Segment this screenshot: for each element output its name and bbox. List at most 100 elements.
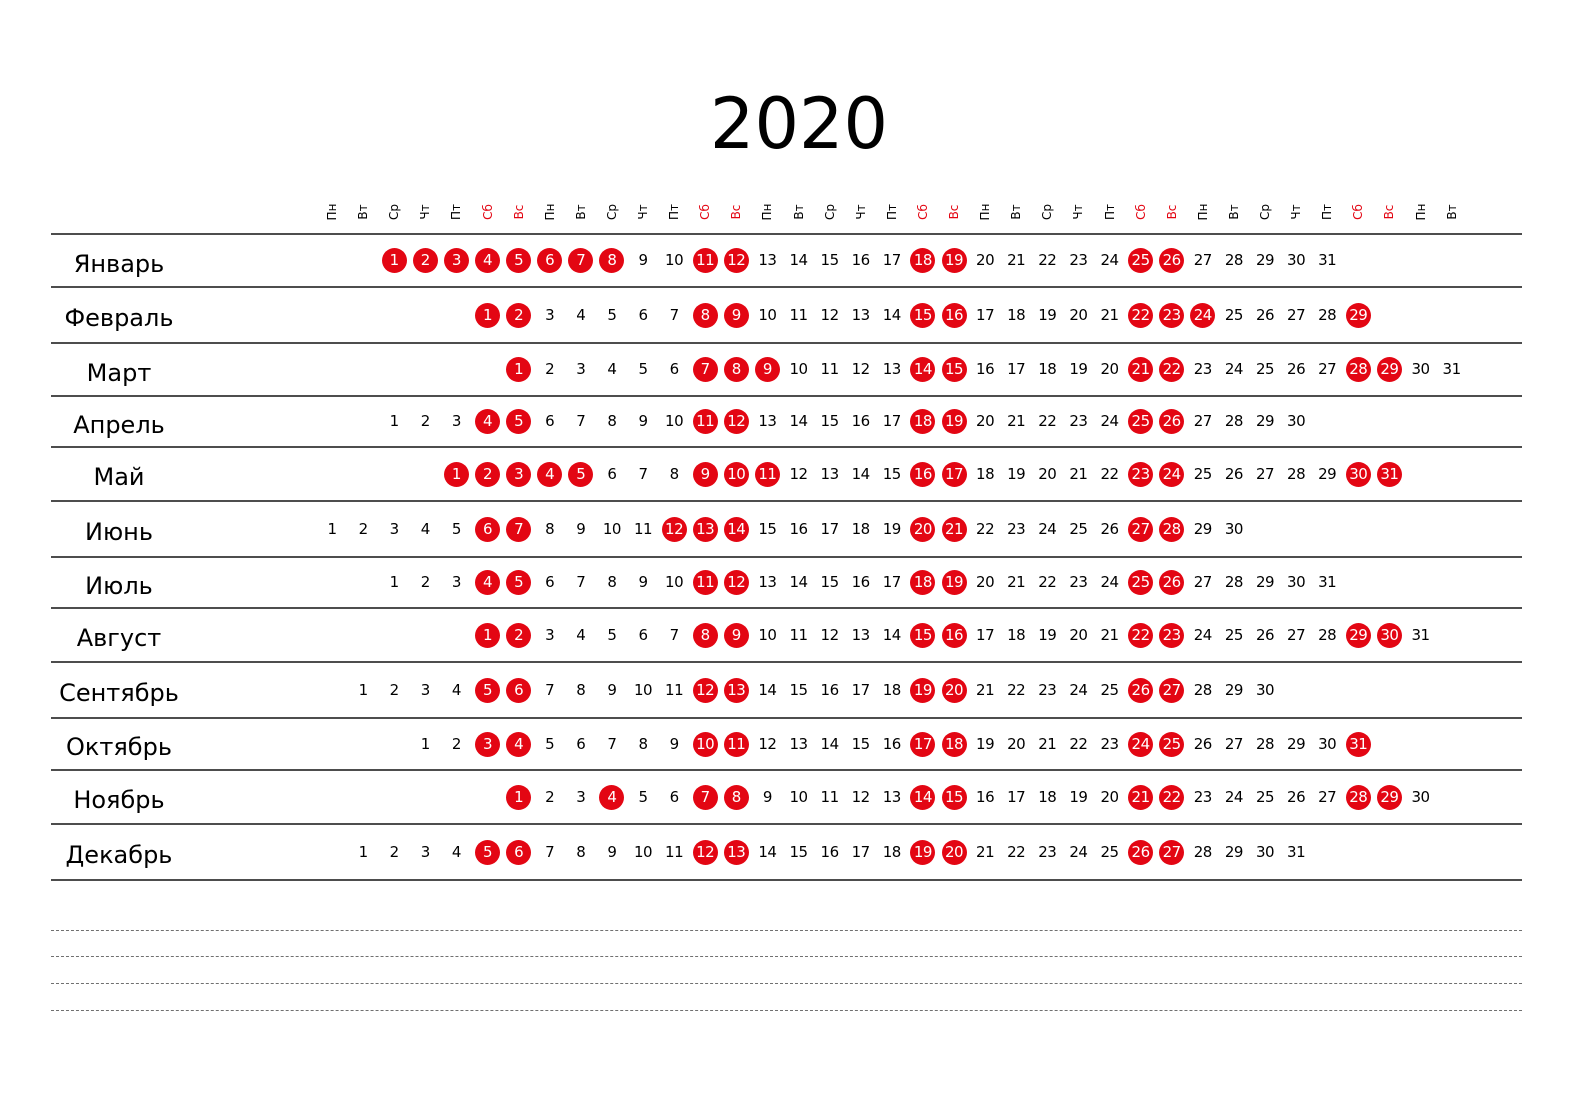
day-holiday: 29 [1345, 622, 1371, 648]
weekday-label: Вс [729, 204, 744, 220]
day-holiday: 13 [692, 516, 718, 542]
day: 3 [451, 412, 462, 430]
row-divider [51, 661, 1522, 663]
day-holiday: 5 [475, 677, 500, 703]
day: 11 [665, 680, 684, 699]
weekday-label: Пн [1195, 203, 1210, 221]
weekday-label: Чт [636, 204, 650, 220]
day: 1 [358, 680, 369, 699]
day-holiday: 23 [1159, 302, 1185, 328]
day-holiday: 18 [910, 248, 936, 273]
day: 28 [1193, 680, 1213, 699]
day: 28 [1224, 251, 1244, 269]
row-divider [51, 556, 1522, 558]
day: 2 [420, 573, 431, 591]
note-line [51, 983, 1522, 984]
day: 17 [851, 842, 871, 861]
day-holiday: 16 [941, 622, 967, 648]
day-holiday: 6 [475, 516, 500, 542]
day: 17 [976, 305, 995, 324]
day: 25 [1255, 787, 1275, 806]
day: 20 [1100, 787, 1119, 806]
day-holiday: 31 [1345, 731, 1371, 757]
day: 2 [420, 412, 431, 430]
day-holiday: 2 [506, 302, 532, 328]
day-holiday: 21 [941, 516, 967, 542]
day: 4 [451, 680, 462, 699]
day-holiday: 15 [941, 357, 967, 382]
day: 6 [638, 305, 648, 324]
day: 25 [1255, 360, 1275, 378]
day: 13 [758, 412, 777, 430]
weekday-label: Сб [1133, 204, 1148, 220]
day-holiday: 8 [723, 784, 749, 810]
day: 7 [545, 842, 555, 861]
day: 9 [607, 680, 617, 699]
day: 19 [1038, 305, 1057, 324]
day: 28 [1318, 305, 1337, 324]
day: 31 [1287, 842, 1306, 861]
day: 13 [851, 305, 871, 324]
day: 18 [882, 842, 902, 861]
day-holiday: 24 [1159, 461, 1185, 487]
row-divider [51, 717, 1522, 719]
day-holiday: 20 [910, 516, 936, 542]
day-holiday: 1 [381, 248, 407, 273]
day: 18 [1007, 305, 1026, 324]
day: 26 [1287, 360, 1306, 378]
month-name: Декабрь [65, 841, 173, 869]
day-holiday: 25 [1128, 409, 1154, 434]
note-line [51, 956, 1522, 957]
day-holiday: 26 [1159, 409, 1185, 434]
day-holiday: 22 [1159, 784, 1185, 810]
day: 23 [1069, 412, 1088, 430]
weekday-label: Вт [356, 204, 371, 220]
weekday-label: Пт [1102, 204, 1117, 221]
day-holiday: 18 [941, 731, 967, 757]
day: 14 [758, 680, 777, 699]
weekday-label: Вт [573, 204, 588, 220]
day-holiday: 12 [723, 570, 749, 595]
day-holiday: 12 [692, 677, 718, 703]
day: 10 [633, 680, 653, 699]
weekday-label: Пт [667, 204, 682, 221]
day: 23 [1100, 734, 1119, 753]
day-holiday: 19 [941, 570, 967, 595]
day: 23 [1069, 251, 1088, 269]
day-holiday: 13 [723, 839, 749, 865]
weekday-label: Вт [1009, 204, 1024, 220]
day: 14 [789, 412, 808, 430]
day: 7 [607, 734, 617, 753]
day: 4 [576, 305, 586, 324]
weekday-label: Чт [1071, 204, 1086, 220]
day: 11 [789, 625, 808, 644]
day: 16 [820, 680, 840, 699]
day-holiday: 5 [506, 409, 532, 434]
day: 9 [638, 251, 648, 269]
day: 29 [1193, 519, 1213, 538]
day: 12 [789, 464, 808, 483]
weekday-label: Чт [1289, 204, 1304, 220]
day-holiday: 16 [941, 302, 967, 328]
day: 9 [762, 787, 773, 806]
month-name: Июль [85, 571, 153, 600]
day-holiday: 23 [1159, 622, 1185, 648]
day-holiday: 12 [723, 409, 749, 434]
day: 21 [1007, 251, 1026, 269]
day: 7 [669, 625, 680, 644]
day-holiday: 4 [599, 784, 625, 810]
day: 6 [576, 734, 586, 753]
day: 28 [1287, 464, 1306, 483]
day: 25 [1100, 680, 1119, 699]
day-holiday: 27 [1159, 677, 1185, 703]
day: 27 [1193, 412, 1213, 430]
day: 10 [665, 573, 684, 591]
day: 24 [1193, 625, 1213, 644]
day-holiday: 7 [568, 248, 594, 273]
day-holiday: 19 [941, 248, 967, 273]
day-holiday: 5 [506, 570, 532, 595]
day-holiday: 29 [1345, 302, 1371, 328]
day: 5 [607, 305, 617, 324]
month-name: Февраль [64, 304, 174, 332]
day: 14 [789, 251, 808, 269]
